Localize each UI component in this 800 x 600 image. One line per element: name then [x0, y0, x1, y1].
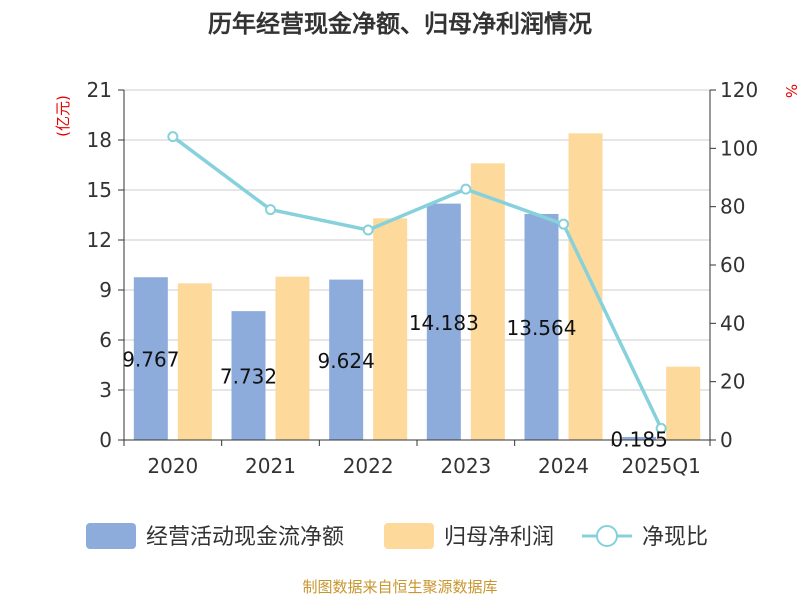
left-tick-label: 21	[87, 78, 112, 102]
left-tick-label: 12	[87, 228, 112, 252]
left-tick-label: 15	[87, 178, 112, 202]
bar-operating-cashflow	[133, 277, 168, 440]
cashflow-data-label: 9.767	[122, 348, 179, 372]
bar-net-profit	[275, 276, 310, 440]
ratio-point	[265, 204, 276, 216]
right-tick-label: 120	[720, 78, 758, 102]
x-tick-label: 2025Q1	[621, 454, 700, 478]
left-axis-label: (亿元)	[54, 95, 72, 137]
x-tick-label: 2023	[440, 454, 491, 478]
legend-item-net-profit-swatch	[384, 523, 434, 549]
x-tick-label: 2022	[343, 454, 394, 478]
legend-item-cashflow-swatch	[86, 523, 136, 549]
source-note: 制图数据来自恒生聚源数据库	[302, 578, 497, 596]
bar-net-profit	[568, 133, 603, 441]
right-axis-label: %	[782, 84, 800, 98]
ratio-point	[558, 218, 569, 230]
left-tick-label: 3	[99, 378, 112, 402]
left-tick-label: 6	[99, 328, 112, 352]
cashflow-data-label: 0.185	[611, 427, 668, 451]
right-tick-label: 60	[720, 253, 745, 277]
chart-title: 历年经营现金净额、归母净利润情况	[208, 10, 592, 38]
legend-item-net-profit-label: 归母净利润	[444, 525, 554, 550]
bar-operating-cashflow	[524, 213, 559, 440]
legend: 经营活动现金流净额 归母净利润 净现比	[86, 523, 708, 550]
x-tick-label: 2020	[147, 454, 198, 478]
bar-net-profit	[470, 163, 505, 441]
bar-net-profit	[666, 366, 701, 440]
bar-operating-cashflow	[622, 436, 657, 440]
legend-item-cashflow-label: 经营活动现金流净额	[146, 525, 344, 550]
right-tick-label: 0	[720, 428, 733, 452]
right-tick-label: 20	[720, 370, 745, 394]
bar-net-profit	[373, 218, 408, 440]
axes: 0 3 6 9 12 15 18 21 0 20 40 60 80 100 120 2020 2021 2022 2…	[87, 78, 759, 478]
x-tick-label: 2024	[538, 454, 589, 478]
cashflow-data-label: 14.183	[409, 311, 479, 335]
legend-item-ratio-label: 净现比	[642, 525, 708, 550]
bar-operating-cashflow	[329, 279, 364, 440]
x-tick-label: 2021	[245, 454, 296, 478]
cashflow-data-label: 9.624	[318, 349, 375, 373]
ratio-point	[460, 183, 472, 195]
bars	[133, 133, 701, 441]
ratio-point	[362, 224, 374, 236]
ratio-point	[167, 131, 179, 143]
grid	[124, 89, 710, 391]
right-tick-label: 100	[720, 136, 758, 160]
cashflow-data-label: 13.564	[507, 316, 577, 340]
bar-operating-cashflow	[231, 311, 266, 440]
data-labels: 9.767 7.732 9.624 14.183 13.564 0.185	[122, 311, 668, 452]
right-tick-label: 80	[720, 195, 745, 219]
left-tick-label: 0	[99, 428, 112, 452]
ratio-line	[167, 131, 667, 434]
left-tick-label: 18	[87, 128, 112, 152]
bar-operating-cashflow	[426, 203, 461, 440]
ratio-point	[655, 422, 667, 434]
cashflow-data-label: 7.732	[220, 365, 277, 389]
right-tick-label: 40	[720, 311, 745, 335]
ratio-polyline	[171, 135, 663, 430]
legend-item-ratio-marker	[596, 525, 618, 547]
left-tick-label: 9	[99, 278, 112, 302]
bar-net-profit	[177, 283, 212, 440]
